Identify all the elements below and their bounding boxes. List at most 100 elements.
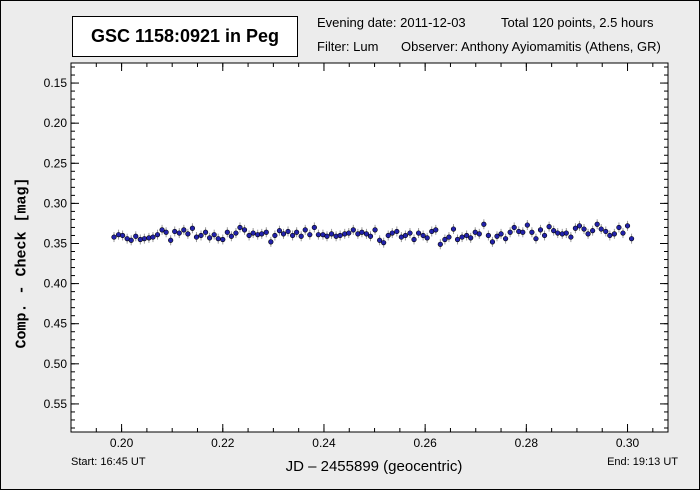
data-point [163, 229, 169, 235]
data-point [389, 230, 395, 236]
data-point [454, 236, 461, 243]
data-point [450, 226, 457, 232]
evening-date: Evening date: 2011-12-03 [317, 15, 466, 30]
data-point [150, 234, 156, 240]
data-point [315, 232, 322, 238]
data-point [185, 231, 191, 237]
total-points: Total 120 points, 2.5 hours [501, 15, 654, 30]
data-point [581, 226, 587, 232]
data-point [372, 227, 378, 233]
data-point [507, 229, 513, 235]
data-point [141, 236, 147, 242]
data-point [111, 234, 117, 240]
data-point [489, 239, 496, 245]
data-point [359, 229, 365, 235]
data-point [481, 221, 487, 227]
data-point [607, 232, 613, 239]
data-point [551, 228, 557, 234]
data-point [289, 232, 296, 239]
y-tick-label: 0.25 [44, 156, 68, 170]
data-point [446, 234, 452, 240]
data-point [568, 234, 574, 240]
data-point [307, 232, 313, 238]
data-point [537, 227, 544, 233]
data-point [603, 228, 609, 235]
data-point [524, 222, 530, 228]
data-point [128, 237, 134, 243]
y-tick-label: 0.15 [44, 76, 68, 90]
data-point [459, 234, 465, 240]
data-point [555, 230, 561, 236]
data-point [154, 232, 161, 238]
data-point [502, 236, 509, 242]
data-point [346, 230, 352, 236]
data-point [420, 232, 426, 239]
data-point [233, 230, 239, 236]
data-point [576, 223, 583, 229]
data-point [546, 224, 552, 230]
data-point [476, 231, 482, 237]
data-point [437, 241, 443, 247]
data-point [259, 231, 265, 237]
data-point [385, 232, 391, 239]
x-tick-label: 0.26 [413, 436, 437, 450]
data-point [468, 235, 474, 241]
data-point [285, 228, 291, 235]
data-point [628, 236, 635, 242]
end-time: End: 19:13 UT [607, 456, 678, 468]
data-point [172, 228, 178, 235]
data-point [590, 228, 596, 234]
data-point [224, 229, 230, 235]
data-point [424, 235, 430, 241]
data-point [433, 227, 439, 233]
data-point [311, 224, 317, 231]
data-point [328, 231, 335, 237]
data-point [207, 235, 213, 241]
y-tick-label: 0.30 [44, 196, 68, 210]
y-tick-label: 0.50 [44, 357, 68, 371]
data-point [363, 231, 370, 237]
data-point [215, 236, 221, 242]
data-point [407, 230, 413, 236]
filter-label: Filter: Lum [317, 39, 379, 54]
x-axis-label: JD – 2455899 (geocentric) [285, 458, 463, 475]
data-point [598, 226, 604, 232]
data-point [541, 232, 548, 239]
data-point [381, 240, 387, 246]
data-point [298, 233, 304, 239]
data-point [402, 232, 409, 239]
plot-background [70, 62, 669, 433]
data-point [367, 233, 374, 239]
data-point [263, 229, 269, 235]
data-point [220, 236, 226, 243]
data-point [193, 234, 200, 240]
start-time: Start: 16:45 UT [71, 456, 146, 468]
data-point [324, 233, 330, 239]
data-point [133, 233, 139, 239]
data-point [620, 230, 626, 236]
x-tick-label: 0.28 [515, 436, 539, 450]
data-point [272, 232, 278, 239]
data-point [268, 239, 274, 245]
data-point [168, 237, 174, 243]
data-point [529, 229, 535, 235]
data-point [241, 227, 248, 233]
data-point [442, 236, 448, 243]
y-tick-label: 0.35 [44, 236, 68, 250]
data-point [189, 225, 196, 231]
data-point [280, 231, 287, 237]
data-point [498, 231, 504, 237]
y-tick-label: 0.45 [44, 317, 68, 331]
data-point [415, 230, 422, 236]
data-point [572, 225, 579, 231]
data-point [250, 230, 256, 236]
data-point [411, 236, 417, 243]
data-point [485, 232, 491, 239]
data-point [616, 224, 622, 231]
data-point [563, 230, 569, 236]
data-point [594, 221, 600, 227]
data-point [202, 229, 209, 235]
data-point [276, 228, 283, 234]
